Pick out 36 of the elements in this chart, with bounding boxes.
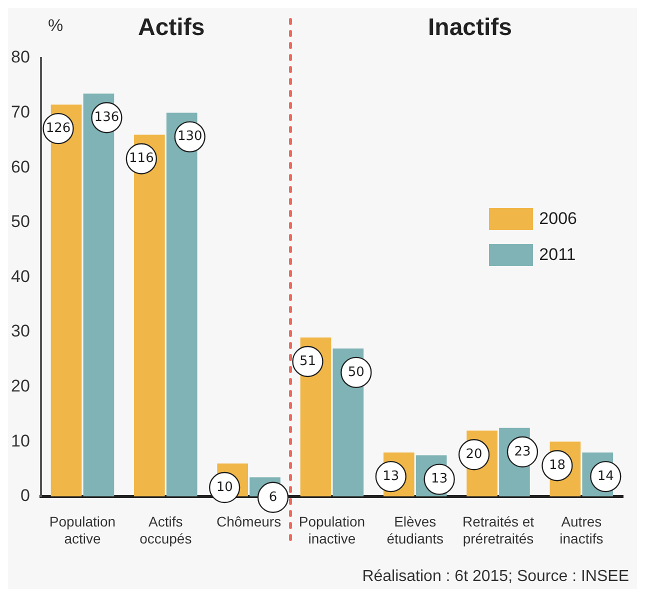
y-tick-label: 10 [10,431,30,450]
y-tick-label: 30 [10,322,30,341]
annotation: 50 [348,364,364,380]
annotation: 18 [548,458,566,473]
legend-label: 2011 [539,245,576,265]
text: Réalisation : 6t 2015; Source : INSEE [362,568,629,586]
y-tick-label: 50 [10,212,30,232]
annotation: 14 [597,468,614,484]
annotation: 6 [268,490,278,505]
x-tick-label: Elèves étudiants [386,514,444,546]
annotation: 20 [466,447,482,462]
annotation: 136 [94,110,120,125]
text: Actifs [138,14,205,42]
y-tick-label: 0 [20,486,30,506]
annotation: 13 [431,472,448,487]
text: Inactifs [428,14,512,42]
annotation: 10 [216,480,233,495]
annotation: 13 [382,468,400,484]
legend-label: 2006 [539,209,577,229]
x-tick-label: Population inactive [298,514,366,546]
y-tick-label: 70 [10,102,30,122]
annotation: 130 [177,129,202,144]
y-tick-label: 40 [10,266,30,286]
x-tick-label: Chômeurs [216,514,282,530]
y-axis-title: % [48,16,64,36]
x-tick-label: Autres inactifs [560,514,604,546]
y-tick-label: 60 [10,157,30,176]
annotation: 126 [46,120,71,136]
x-tick-label: Population active [49,514,116,546]
y-tick-label: 20 [10,376,30,396]
annotation: 51 [299,354,316,369]
y-tick-label: 80 [10,48,30,67]
x-tick-label: Retraités et préretraités [462,514,534,546]
annotation: 23 [514,444,531,460]
x-tick-label: Actifs occupés [140,514,192,546]
annotation: 116 [129,151,154,166]
